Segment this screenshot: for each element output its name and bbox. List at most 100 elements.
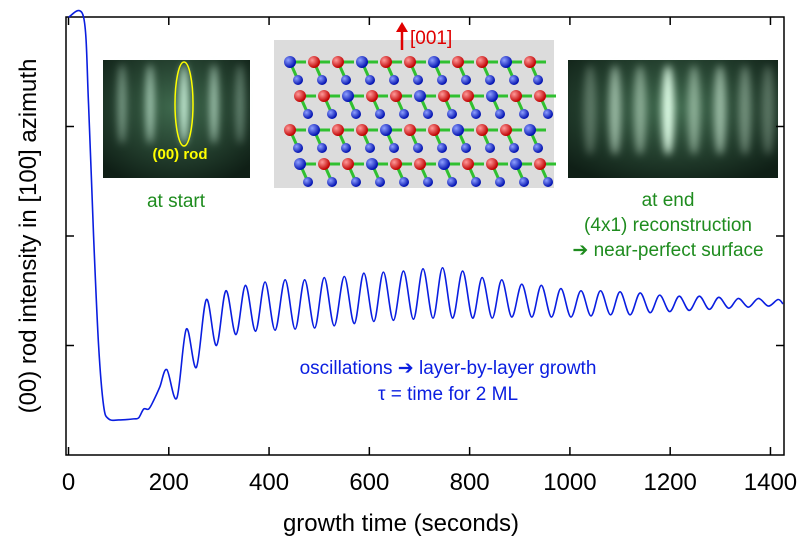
streaks xyxy=(118,64,244,144)
atom xyxy=(399,177,409,187)
streak xyxy=(634,65,646,155)
rod-marker xyxy=(174,61,194,147)
atom xyxy=(414,90,426,102)
atom xyxy=(462,90,474,102)
crystal xyxy=(284,56,556,187)
atom xyxy=(438,90,450,102)
streak xyxy=(584,65,596,155)
atom xyxy=(462,158,474,170)
atom xyxy=(380,124,392,136)
atom xyxy=(318,158,330,170)
streak xyxy=(609,65,621,155)
atom xyxy=(303,109,313,119)
atom xyxy=(543,177,553,187)
streak xyxy=(146,64,154,144)
atom xyxy=(317,143,327,153)
surface-label: ➔ near-perfect surface xyxy=(572,240,763,261)
streak xyxy=(739,65,751,155)
streak xyxy=(236,64,244,144)
atom xyxy=(452,56,464,68)
x-axis-label: growth time (seconds) xyxy=(283,510,519,537)
atom xyxy=(413,143,423,153)
atom xyxy=(399,109,409,119)
atom xyxy=(524,56,536,68)
atom xyxy=(543,109,553,119)
atom xyxy=(471,109,481,119)
atom xyxy=(293,75,303,85)
atom xyxy=(510,158,522,170)
atom xyxy=(303,177,313,187)
direction-arrowhead xyxy=(396,22,408,32)
atom xyxy=(500,56,512,68)
atom xyxy=(414,158,426,170)
atom xyxy=(342,158,354,170)
atom xyxy=(342,90,354,102)
atom xyxy=(486,158,498,170)
streak xyxy=(180,64,188,144)
streaks xyxy=(584,65,774,155)
atom xyxy=(390,90,402,102)
atom xyxy=(437,75,447,85)
atom xyxy=(447,177,457,187)
y-axis-label: (00) rod intensity in [100] azimuth xyxy=(15,59,42,414)
atom xyxy=(495,109,505,119)
atom xyxy=(510,90,522,102)
atom xyxy=(294,158,306,170)
atom xyxy=(341,143,351,153)
atom xyxy=(519,109,529,119)
atom xyxy=(476,56,488,68)
rod-label: (00) rod xyxy=(152,146,207,163)
atom xyxy=(452,124,464,136)
streak xyxy=(762,65,774,155)
atom xyxy=(284,56,296,68)
atom xyxy=(284,124,296,136)
streak xyxy=(118,64,126,144)
atom xyxy=(308,56,320,68)
x-tick-label: 1200 xyxy=(643,469,696,496)
atom xyxy=(485,75,495,85)
atom xyxy=(423,177,433,187)
atom xyxy=(366,90,378,102)
atom xyxy=(390,158,402,170)
x-tick-label: 400 xyxy=(249,469,289,496)
atom xyxy=(534,158,546,170)
atom xyxy=(461,75,471,85)
atom xyxy=(485,143,495,153)
atom xyxy=(509,143,519,153)
end-label: at end xyxy=(642,190,695,211)
streak xyxy=(662,65,674,155)
atom xyxy=(500,124,512,136)
atom xyxy=(495,177,505,187)
atom xyxy=(533,75,543,85)
atom xyxy=(413,75,423,85)
atom xyxy=(428,124,440,136)
atom xyxy=(380,56,392,68)
atom xyxy=(308,124,320,136)
atom xyxy=(356,124,368,136)
atom xyxy=(404,56,416,68)
atom xyxy=(447,109,457,119)
atom xyxy=(437,143,447,153)
atom xyxy=(351,177,361,187)
atom xyxy=(365,75,375,85)
atom xyxy=(389,143,399,153)
atom xyxy=(423,109,433,119)
atom xyxy=(327,177,337,187)
atom xyxy=(332,56,344,68)
insets xyxy=(103,22,778,188)
oscillation-label: oscillations ➔ layer-by-layer growth xyxy=(300,358,597,379)
x-tick-label: 0 xyxy=(62,469,75,496)
streak xyxy=(714,65,726,155)
intensity-line xyxy=(68,9,784,422)
streak xyxy=(688,65,700,155)
atom xyxy=(471,177,481,187)
atom xyxy=(509,75,519,85)
atom xyxy=(389,75,399,85)
atom xyxy=(366,158,378,170)
streak xyxy=(210,64,218,144)
atom xyxy=(332,124,344,136)
x-tick-label: 1000 xyxy=(543,469,596,496)
atom xyxy=(341,75,351,85)
atom xyxy=(375,177,385,187)
